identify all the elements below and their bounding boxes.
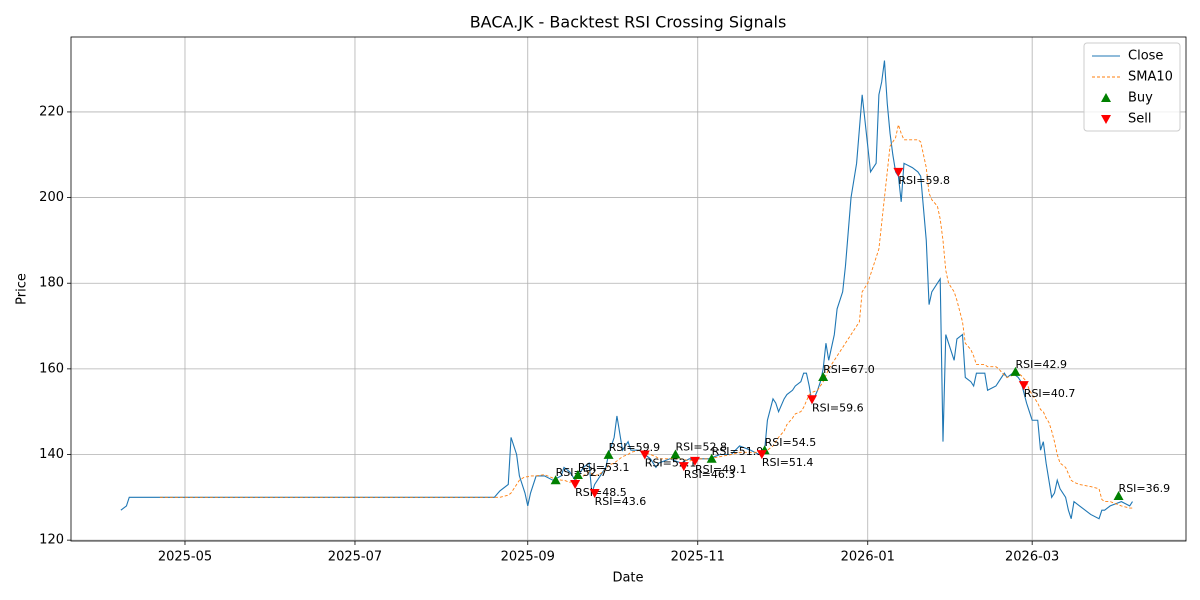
signal-annotation: RSI=48.5 bbox=[575, 486, 627, 499]
x-axis-label: Date bbox=[612, 571, 643, 586]
legend-box bbox=[1083, 42, 1181, 132]
x-tick-label: 2025-09 bbox=[501, 550, 555, 565]
signal-annotation: RSI=40.7 bbox=[1024, 387, 1076, 400]
signal-annotation: RSI=59.8 bbox=[898, 174, 950, 187]
signal-annotation: RSI=36.9 bbox=[1119, 482, 1171, 495]
legend-label: SMA10 bbox=[1128, 70, 1173, 85]
legend-label: Sell bbox=[1128, 112, 1151, 127]
plot-frame bbox=[70, 36, 1187, 542]
y-tick-label: 120 bbox=[39, 533, 64, 548]
signal-marker bbox=[689, 456, 700, 466]
signal-marker bbox=[670, 449, 681, 459]
y-axis-label: Price bbox=[15, 273, 30, 305]
signal-marker bbox=[706, 453, 717, 463]
series-line bbox=[159, 123, 1133, 509]
legend-label: Buy bbox=[1128, 91, 1153, 106]
signal-marker bbox=[603, 449, 614, 459]
signal-annotation: RSI=42.9 bbox=[1015, 358, 1067, 371]
y-tick-label: 220 bbox=[39, 104, 64, 119]
signal-marker bbox=[589, 489, 600, 499]
signal-annotation: RSI=51.4 bbox=[762, 456, 814, 469]
legend-label: Close bbox=[1128, 49, 1163, 64]
signal-annotation: RSI=52.8 bbox=[675, 441, 727, 454]
signal-marker bbox=[678, 462, 689, 472]
signal-annotation: RSI=49.1 bbox=[695, 463, 747, 476]
x-tick-label: 2025-07 bbox=[328, 550, 382, 565]
x-tick-label: 2026-03 bbox=[1005, 550, 1059, 565]
signal-annotation: RSI=59.6 bbox=[812, 401, 864, 414]
signal-annotation: RSI=53.1 bbox=[578, 461, 630, 474]
signal-marker bbox=[1010, 366, 1021, 376]
signal-marker bbox=[818, 371, 829, 381]
y-tick-label: 200 bbox=[39, 190, 64, 205]
x-tick-label: 2025-05 bbox=[158, 550, 212, 565]
signal-annotation: RSI=54.5 bbox=[765, 436, 817, 449]
signal-annotation: RSI=52.7 bbox=[556, 466, 608, 479]
legend-marker bbox=[1101, 115, 1111, 124]
signal-marker bbox=[1113, 491, 1124, 501]
series-line bbox=[120, 60, 1133, 520]
chart-title: BACA.JK - Backtest RSI Crossing Signals bbox=[470, 13, 787, 32]
signal-marker bbox=[550, 475, 561, 485]
signal-marker bbox=[639, 450, 650, 460]
y-tick-label: 140 bbox=[39, 447, 64, 462]
signal-marker bbox=[572, 470, 583, 480]
legend-marker bbox=[1101, 93, 1111, 102]
y-tick-label: 160 bbox=[39, 361, 64, 376]
x-tick-label: 2026-01 bbox=[841, 550, 895, 565]
signal-marker bbox=[756, 450, 767, 460]
signal-marker bbox=[1018, 381, 1029, 391]
signal-marker bbox=[570, 480, 581, 490]
signal-annotation: RSI=67.0 bbox=[823, 363, 875, 376]
signal-annotation: RSI=51.9 bbox=[712, 445, 764, 458]
signal-annotation: RSI=46.3 bbox=[684, 468, 736, 481]
signal-annotation: RSI=43.6 bbox=[595, 495, 647, 508]
signal-marker bbox=[807, 395, 818, 405]
signal-marker bbox=[893, 167, 904, 177]
x-tick-label: 2025-11 bbox=[671, 550, 725, 565]
y-tick-label: 180 bbox=[39, 276, 64, 291]
signal-annotation: RSI=59.9 bbox=[609, 441, 661, 454]
